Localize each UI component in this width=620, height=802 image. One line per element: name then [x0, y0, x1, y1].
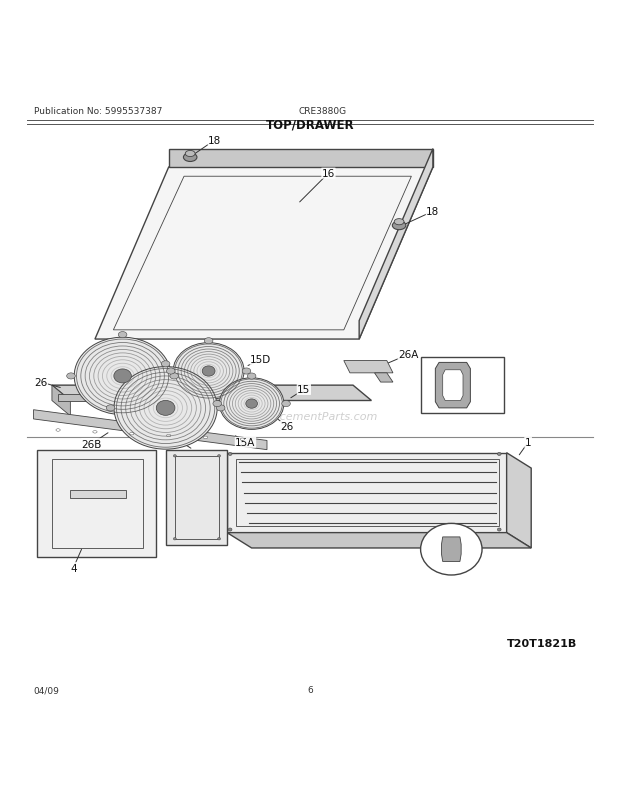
Polygon shape	[33, 410, 267, 450]
Text: 15B: 15B	[88, 359, 108, 369]
Text: CRE3880G: CRE3880G	[298, 107, 347, 115]
Text: TOP/DRAWER: TOP/DRAWER	[266, 119, 354, 132]
Polygon shape	[166, 450, 227, 545]
Ellipse shape	[205, 338, 213, 344]
Ellipse shape	[497, 529, 501, 532]
Ellipse shape	[218, 538, 221, 541]
Text: 15A: 15A	[236, 438, 255, 448]
Polygon shape	[344, 361, 393, 374]
Ellipse shape	[114, 370, 131, 383]
Polygon shape	[443, 371, 463, 401]
Ellipse shape	[67, 374, 75, 379]
Polygon shape	[169, 149, 433, 168]
Ellipse shape	[219, 379, 284, 430]
Polygon shape	[52, 386, 70, 416]
Ellipse shape	[130, 433, 134, 435]
Text: Publication No: 5995537387: Publication No: 5995537387	[33, 107, 162, 115]
Ellipse shape	[173, 455, 176, 457]
Polygon shape	[58, 395, 86, 401]
Ellipse shape	[281, 401, 290, 407]
Ellipse shape	[228, 453, 232, 456]
Ellipse shape	[420, 524, 482, 575]
Polygon shape	[374, 374, 393, 383]
Text: 15D: 15D	[250, 355, 272, 365]
Text: 52: 52	[450, 356, 463, 366]
Ellipse shape	[228, 529, 232, 532]
Text: 6: 6	[307, 686, 313, 695]
Ellipse shape	[167, 435, 171, 437]
Ellipse shape	[56, 429, 60, 431]
Polygon shape	[441, 537, 461, 561]
Ellipse shape	[242, 368, 250, 375]
Text: 18: 18	[208, 136, 221, 146]
Polygon shape	[227, 533, 531, 549]
Ellipse shape	[93, 431, 97, 434]
Text: 15: 15	[297, 385, 311, 395]
Ellipse shape	[118, 332, 127, 338]
Ellipse shape	[213, 401, 221, 407]
Text: 15: 15	[199, 352, 212, 362]
Polygon shape	[507, 453, 531, 549]
Ellipse shape	[394, 220, 404, 225]
Ellipse shape	[170, 374, 179, 379]
Text: 7: 7	[448, 566, 454, 577]
Ellipse shape	[246, 399, 257, 409]
Polygon shape	[95, 168, 433, 339]
Text: 26: 26	[280, 422, 293, 431]
Ellipse shape	[114, 367, 217, 450]
Text: 26: 26	[34, 378, 48, 387]
Text: eReplacementParts.com: eReplacementParts.com	[242, 411, 378, 421]
Text: 18: 18	[427, 207, 440, 217]
Polygon shape	[227, 453, 507, 533]
Ellipse shape	[392, 222, 406, 230]
Ellipse shape	[202, 367, 215, 377]
Text: 16: 16	[322, 169, 335, 179]
Text: T20T1821B: T20T1821B	[507, 638, 577, 648]
Text: 26B: 26B	[82, 439, 102, 449]
Ellipse shape	[74, 338, 171, 415]
Ellipse shape	[173, 343, 244, 400]
Polygon shape	[435, 363, 471, 408]
Ellipse shape	[497, 453, 501, 456]
Ellipse shape	[247, 374, 256, 379]
Ellipse shape	[218, 455, 221, 457]
Ellipse shape	[106, 405, 115, 411]
Text: 26A: 26A	[398, 350, 419, 360]
Text: 2: 2	[170, 433, 177, 443]
Text: 1: 1	[525, 438, 531, 448]
Ellipse shape	[173, 538, 176, 541]
Ellipse shape	[241, 439, 244, 441]
Text: 4: 4	[70, 563, 77, 573]
Polygon shape	[52, 386, 371, 401]
Polygon shape	[70, 490, 126, 498]
Ellipse shape	[184, 154, 197, 162]
Polygon shape	[359, 149, 433, 339]
Text: 04/09: 04/09	[33, 686, 60, 695]
Polygon shape	[37, 450, 156, 557]
Bar	[420, 358, 503, 413]
Ellipse shape	[203, 436, 208, 439]
Ellipse shape	[216, 405, 225, 411]
Ellipse shape	[161, 362, 170, 367]
Ellipse shape	[156, 401, 175, 415]
Ellipse shape	[185, 152, 195, 157]
Ellipse shape	[166, 368, 175, 375]
